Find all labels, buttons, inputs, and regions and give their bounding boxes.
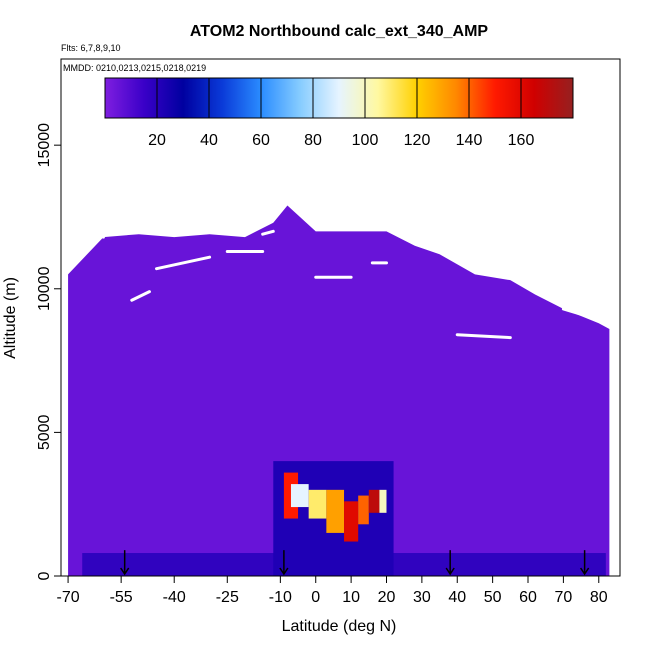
colorbar: 20 40 60 80 100 120 140 160 [104,77,574,149]
x-tick-label: 40 [448,589,466,606]
high-value-cell [326,489,345,533]
colorbar-tick-label: 140 [456,132,483,149]
colorbar-strip [104,77,574,119]
colorbar-tick-label: 20 [148,132,166,149]
arrow-head [579,567,590,576]
arrow-head [279,567,289,576]
curtain-background [68,205,610,576]
x-tick-label: -10 [269,589,292,606]
x-tick-label: -55 [110,589,133,606]
x-tick-label: 0 [311,589,320,606]
colorbar-tick-label: 120 [404,132,431,149]
plot-border [60,58,621,577]
y-tick-label: 15000 [36,123,53,168]
x-tick-label: 80 [590,589,608,606]
flight-track [84,232,105,239]
arrow-head [445,567,455,576]
flight-track [261,229,275,236]
x-tick-label: 10 [342,589,360,606]
colorbar-tick-label: 160 [508,132,535,149]
flight-track [155,255,212,271]
plot-area [60,58,621,577]
high-value-cell [368,489,380,513]
arrow-head [120,567,130,576]
axes: -70 -55 -40 -25 -10 0 10 20 30 40 50 60 70 80 0 5000 100… [36,123,608,606]
x-tick-label: -70 [57,589,80,606]
flight-track [561,307,594,319]
x-tick-label: -25 [216,589,239,606]
high-value-cell [290,484,309,508]
high-value-cell [358,495,369,525]
x-tick-label: -40 [163,589,186,606]
high-value-cell [308,489,327,519]
dates-note: MMDD: 0210,0213,0215,0218,0219 [63,63,206,73]
high-value-cell [344,501,359,542]
x-tick-label: 60 [519,589,537,606]
x-tick-label: 30 [413,589,431,606]
y-tick-label: 5000 [36,414,53,450]
x-tick-label: 50 [484,589,502,606]
flights-note: Flts: 6,7,8,9,10 [61,43,121,53]
x-tick-label: 20 [378,589,396,606]
colorbar-tick-label: 60 [252,132,270,149]
colorbar-tick-label: 100 [352,132,379,149]
y-tick-label: 0 [36,571,53,580]
colorbar-tick-label: 80 [304,132,322,149]
flight-track [130,290,151,302]
x-axis-label: Latitude (deg N) [282,618,397,635]
high-value-cell [379,489,387,513]
y-tick-label: 10000 [36,266,53,311]
y-axis-label: Altitude (m) [2,277,19,359]
colorbar-tick-label: 40 [200,132,218,149]
flight-track [455,333,512,340]
x-tick-label: 70 [554,589,572,606]
chart-title: ATOM2 Northbound calc_ext_340_AMP [190,23,488,40]
